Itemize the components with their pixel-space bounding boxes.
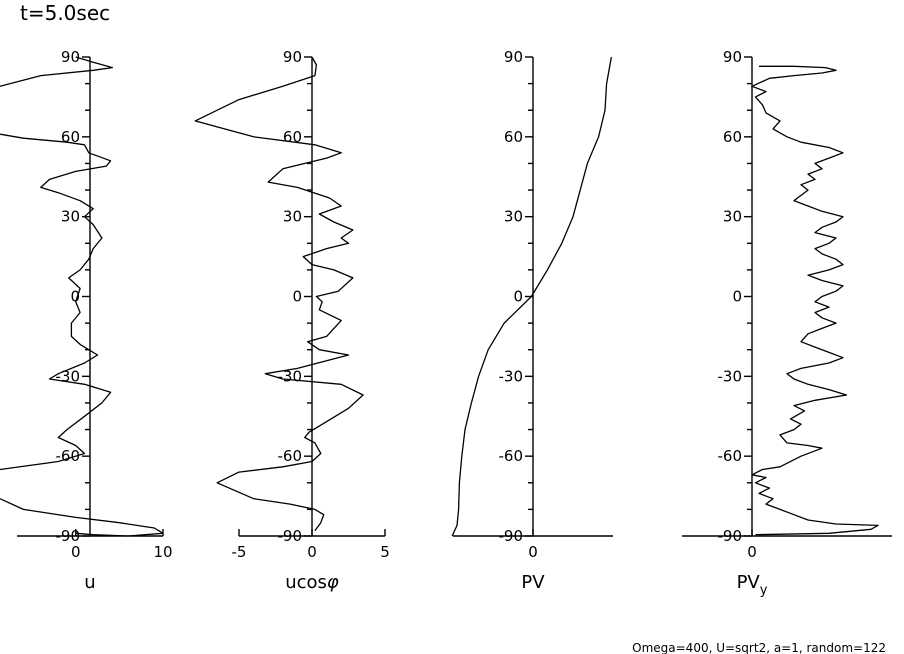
x-tick-label: 0: [71, 543, 81, 561]
y-tick-label: -90: [718, 527, 743, 545]
figure-title: t=5.0sec: [20, 1, 110, 25]
y-tick-label: -60: [718, 447, 743, 465]
y-tick-label: 0: [70, 288, 80, 306]
y-tick-label: -90: [56, 527, 81, 545]
xlabel-pvy: PVy: [737, 572, 768, 598]
series-line-u-segment: [0, 133, 112, 471]
xlabel-pvy-sub: y: [760, 583, 768, 598]
y-tick-label: 30: [61, 208, 80, 226]
y-tick-label: -90: [278, 527, 303, 545]
y-tick-label: 60: [61, 128, 80, 146]
y-tick-label: 90: [61, 48, 80, 66]
series-line-ucos: [194, 56, 364, 532]
panel-pv: -90 -60 -30 0 30 60 90 0: [451, 48, 613, 561]
parameter-footer: Omega=400, U=sqrt2, a=1, random=122: [632, 641, 886, 654]
xlabel-pvy-main: PV: [737, 572, 761, 593]
series-line-PVy: [751, 65, 879, 536]
y-tick-label: 90: [723, 48, 742, 66]
y-tick-label: 0: [513, 288, 523, 306]
series-line-PV: [451, 56, 613, 537]
y-tick-label: 90: [504, 48, 523, 66]
y-tick-label: 30: [283, 208, 302, 226]
x-tick-label: 0: [747, 543, 757, 561]
xlabel-ucos-main: ucos: [285, 572, 327, 593]
y-tick-label: -60: [278, 447, 303, 465]
x-tick-label: 10: [153, 543, 172, 561]
x-tick-label: -5: [232, 543, 247, 561]
x-tick-label: 0: [528, 543, 538, 561]
xlabel-ucos-phi: φ: [327, 572, 339, 593]
y-tick-label: 60: [723, 128, 742, 146]
y-tick-label: 60: [504, 128, 523, 146]
y-tick-label: 0: [292, 288, 302, 306]
panel-pvy: -90 -60 -30 0 30 60 90 0: [682, 48, 892, 561]
xlabel-u: u: [84, 572, 95, 593]
y-tick-label: 0: [732, 288, 742, 306]
x-tick-label: -10: [0, 543, 1, 561]
y-tick-label: 30: [723, 208, 742, 226]
y-tick-label: 30: [504, 208, 523, 226]
y-tick-label: -30: [499, 367, 524, 385]
series-line-u: [0, 498, 164, 537]
x-tick-label: 5: [380, 543, 390, 561]
y-tick-label: 90: [283, 48, 302, 66]
xlabel-pv: PV: [521, 572, 545, 593]
y-tick-label: -60: [499, 447, 524, 465]
x-tick-label: 0: [307, 543, 317, 561]
y-tick-label: -30: [718, 367, 743, 385]
xlabel-ucos: ucosφ: [285, 572, 339, 593]
series-line-u-segment: [0, 56, 114, 87]
y-tick-label: -90: [499, 527, 524, 545]
